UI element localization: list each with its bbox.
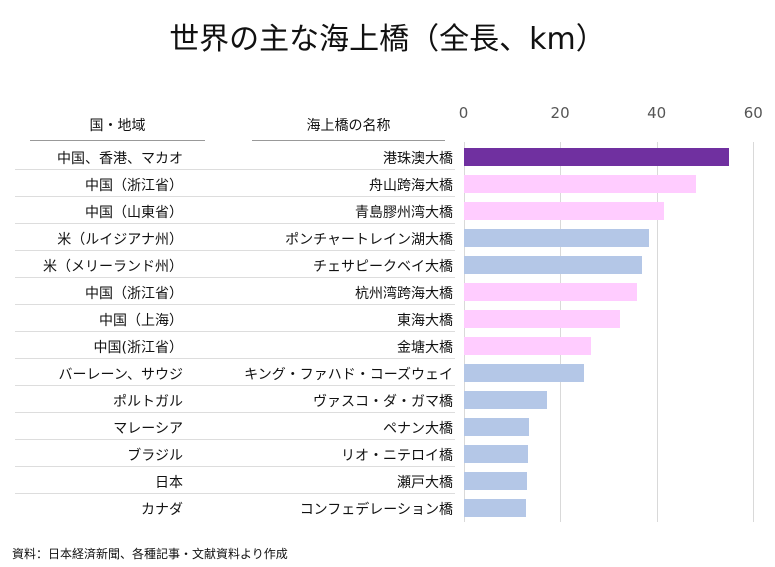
row-divider — [15, 412, 455, 413]
table-row: 中国（上海） 東海大橋 — [15, 305, 455, 332]
row-divider — [15, 304, 455, 305]
source-note: 資料：日本経済新聞、各種記事・文献資料より作成 — [12, 547, 288, 561]
region-label: 中国(浙江省） — [93, 340, 183, 356]
bridge-name-label: リオ・ニテロイ橋 — [341, 448, 453, 464]
region-label: 中国、香港、マカオ — [57, 151, 183, 167]
row-divider — [15, 331, 455, 332]
row-divider — [15, 277, 455, 278]
region-label: 日本 — [155, 475, 183, 491]
row-divider — [15, 466, 455, 467]
table-row: 中国（浙江省） 杭州湾跨海大橋 — [15, 278, 455, 305]
region-label: 米（メリーランド州） — [43, 259, 183, 275]
bar — [463, 364, 585, 382]
bridge-name-label: 金塘大橋 — [397, 340, 453, 356]
bar — [463, 229, 649, 247]
bar — [463, 202, 665, 220]
x-tick-label: 40 — [647, 104, 667, 122]
bridge-name-label: 青島膠州湾大橋 — [355, 205, 453, 221]
row-divider — [15, 250, 455, 251]
table-row: 中国(浙江省） 金塘大橋 — [15, 332, 455, 359]
table-row: 中国（浙江省） 舟山跨海大橋 — [15, 170, 455, 197]
bridge-name-label: ヴァスコ・ダ・ガマ橋 — [313, 394, 453, 410]
header-region: 国・地域 — [89, 118, 146, 134]
bar — [463, 418, 529, 436]
bridge-name-label: ポンチャートレイン湖大橋 — [285, 232, 453, 248]
table-row: カナダ コンフェデレーション橋 — [15, 494, 455, 521]
row-divider — [15, 169, 455, 170]
bridge-name-label: コンフェデレーション橋 — [299, 502, 453, 518]
bridge-name-label: 舟山跨海大橋 — [369, 178, 453, 194]
row-divider — [15, 358, 455, 359]
bar — [463, 391, 547, 409]
table-row: 中国（山東省） 青島膠州湾大橋 — [15, 197, 455, 224]
region-label: マレーシア — [113, 421, 183, 437]
row-divider — [15, 439, 455, 440]
gridline — [753, 142, 755, 522]
row-divider — [15, 223, 455, 224]
table-row: 米（ルイジアナ州） ポンチャートレイン湖大橋 — [15, 224, 455, 251]
region-label: 中国（浙江省） — [85, 286, 183, 302]
table-row: 中国、香港、マカオ 港珠澳大橋 — [15, 143, 455, 170]
table-row: ポルトガル ヴァスコ・ダ・ガマ橋 — [15, 386, 455, 413]
region-label: バーレーン、サウジ — [58, 367, 183, 383]
bar — [463, 148, 730, 166]
region-label: 米（ルイジアナ州） — [57, 232, 183, 248]
region-label: カナダ — [141, 502, 183, 518]
bridge-name-label: 瀬戸大橋 — [397, 475, 453, 491]
header-underline — [252, 140, 445, 141]
table-row: バーレーン、サウジ キング・ファハド・コーズウェイ — [15, 359, 455, 386]
bar — [463, 175, 697, 193]
bridge-name-label: 杭州湾跨海大橋 — [355, 286, 453, 302]
bar — [463, 310, 621, 328]
table-row: マレーシア ペナン大橋 — [15, 413, 455, 440]
table-row: 米（メリーランド州） チェサピークベイ大橋 — [15, 251, 455, 278]
bridge-name-label: ペナン大橋 — [383, 421, 453, 437]
region-label: ポルトガル — [113, 394, 183, 410]
x-tick-label: 20 — [550, 104, 570, 122]
bar — [463, 472, 527, 490]
header-bridge-name: 海上橋の名称 — [306, 118, 391, 134]
gridline — [560, 142, 562, 522]
row-divider — [15, 493, 455, 494]
bar — [463, 283, 638, 301]
bridge-name-label: 東海大橋 — [397, 313, 453, 329]
bar — [463, 445, 528, 463]
header-underline — [30, 140, 205, 141]
table-row: ブラジル リオ・ニテロイ橋 — [15, 440, 455, 467]
row-divider — [15, 385, 455, 386]
region-label: 中国（山東省） — [85, 205, 183, 221]
row-divider — [15, 196, 455, 197]
region-label: 中国（上海） — [99, 313, 183, 329]
bridge-name-label: 港珠澳大橋 — [383, 151, 453, 167]
gridline — [463, 142, 465, 522]
x-tick-label: 0 — [458, 104, 469, 122]
bridge-name-label: キング・ファハド・コーズウェイ — [244, 367, 453, 383]
region-label: ブラジル — [127, 448, 183, 464]
x-tick-label: 60 — [743, 104, 763, 122]
chart-title: 世界の主な海上橋（全長、km） — [169, 22, 606, 57]
gridline — [656, 142, 658, 522]
region-label: 中国（浙江省） — [85, 178, 183, 194]
bridge-name-label: チェサピークベイ大橋 — [313, 259, 453, 275]
table-row: 日本 瀬戸大橋 — [15, 467, 455, 494]
bar — [463, 499, 526, 517]
bar — [463, 256, 643, 274]
bar — [463, 337, 592, 355]
